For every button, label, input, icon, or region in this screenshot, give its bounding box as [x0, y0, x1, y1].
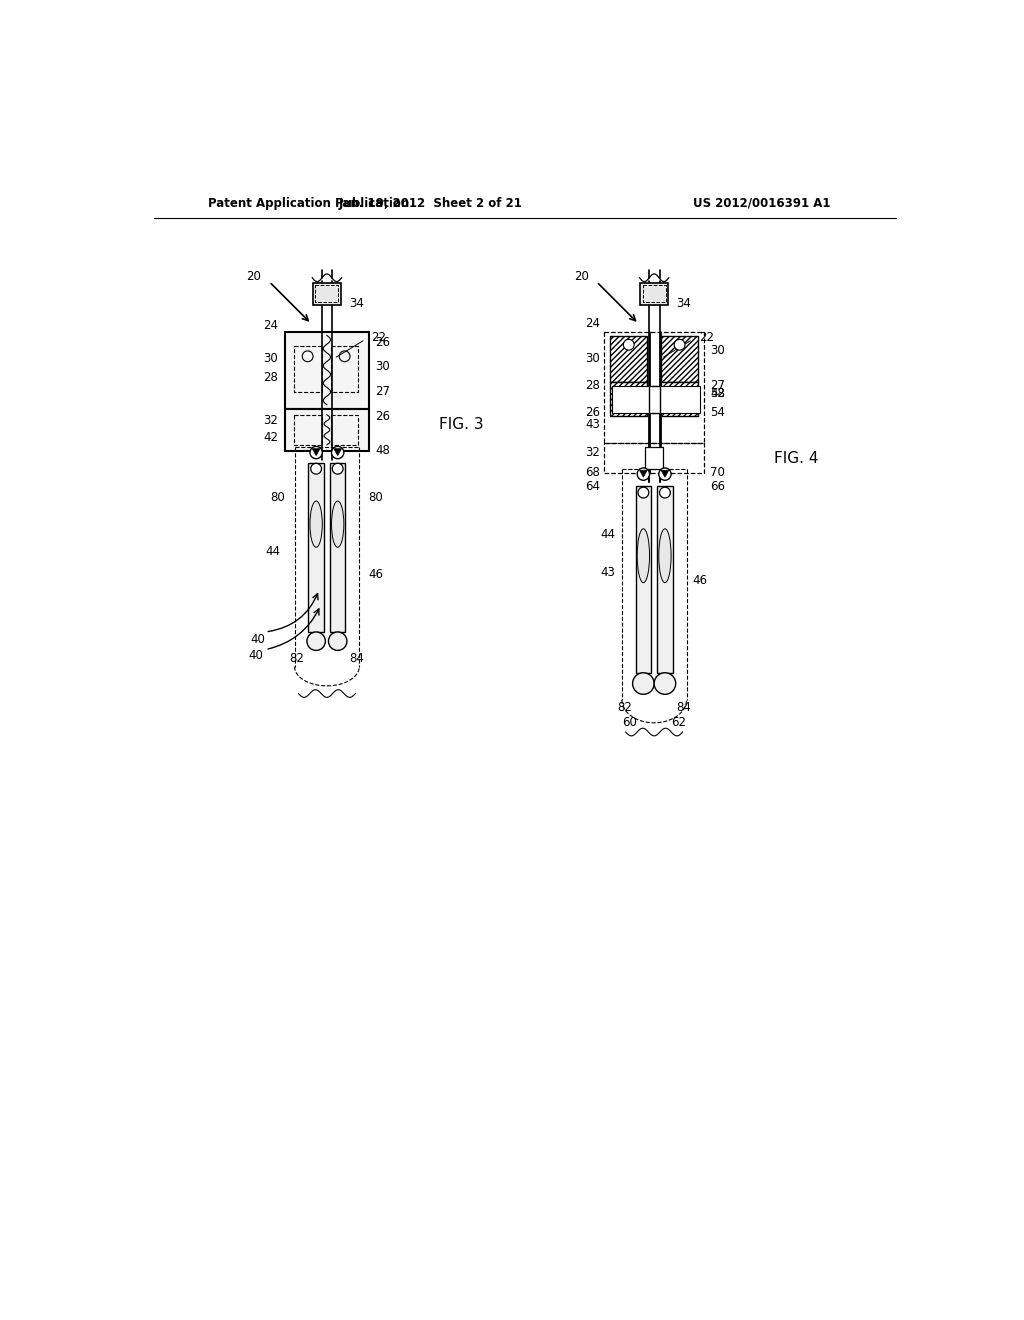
Text: 30: 30	[711, 345, 725, 358]
Polygon shape	[662, 470, 669, 478]
Text: FIG. 4: FIG. 4	[773, 451, 818, 466]
Ellipse shape	[332, 502, 344, 548]
Bar	[662, 381, 698, 416]
Ellipse shape	[310, 502, 323, 548]
Text: 84: 84	[349, 652, 365, 665]
Bar	[330, 462, 345, 632]
Ellipse shape	[332, 446, 344, 459]
Bar	[313, 284, 341, 305]
Ellipse shape	[659, 487, 671, 498]
Text: 34: 34	[349, 297, 364, 310]
Text: 32: 32	[263, 413, 279, 426]
Ellipse shape	[658, 469, 671, 480]
Text: 28: 28	[586, 379, 600, 392]
Text: 26: 26	[376, 409, 390, 422]
Text: 46: 46	[369, 568, 384, 581]
Text: 40: 40	[249, 648, 263, 661]
Text: 24: 24	[263, 319, 279, 333]
Bar	[285, 331, 370, 409]
Bar	[308, 462, 324, 632]
Text: 28: 28	[263, 371, 279, 384]
Text: 44: 44	[265, 545, 281, 557]
Text: 26: 26	[376, 335, 390, 348]
Bar	[294, 346, 322, 392]
Bar	[315, 285, 339, 302]
Text: 27: 27	[376, 385, 390, 399]
Text: 62: 62	[671, 717, 686, 730]
Ellipse shape	[637, 529, 649, 582]
Ellipse shape	[310, 463, 322, 474]
Ellipse shape	[637, 469, 649, 480]
Polygon shape	[640, 470, 647, 478]
Text: 42: 42	[263, 432, 279, 445]
Text: 32: 32	[586, 446, 600, 459]
Text: 26: 26	[586, 407, 600, 418]
Text: 84: 84	[677, 701, 691, 714]
Text: 43: 43	[586, 417, 600, 430]
Bar	[657, 487, 673, 673]
Bar	[610, 335, 647, 381]
Ellipse shape	[654, 673, 676, 694]
Text: 68: 68	[586, 466, 600, 479]
Text: 80: 80	[369, 491, 383, 504]
Bar	[643, 285, 666, 302]
Bar	[285, 409, 370, 451]
Text: FIG. 3: FIG. 3	[438, 417, 483, 432]
Bar	[331, 346, 358, 392]
Text: 20: 20	[573, 269, 589, 282]
Text: Patent Application Publication: Patent Application Publication	[208, 197, 409, 210]
Text: 22: 22	[372, 330, 387, 343]
Text: 54: 54	[711, 407, 725, 418]
Text: 34: 34	[676, 297, 691, 310]
Bar	[294, 414, 322, 445]
Text: 80: 80	[270, 491, 286, 504]
Bar	[649, 385, 659, 413]
Bar	[611, 385, 699, 413]
Text: 30: 30	[263, 352, 279, 366]
Text: 60: 60	[623, 717, 637, 730]
Bar	[645, 447, 664, 469]
Ellipse shape	[638, 487, 649, 498]
Text: 48: 48	[376, 445, 390, 458]
Polygon shape	[334, 449, 342, 455]
Bar	[604, 331, 705, 444]
Ellipse shape	[333, 463, 343, 474]
Text: 43: 43	[601, 566, 615, 579]
Text: 52: 52	[711, 387, 725, 400]
Text: 20: 20	[247, 269, 261, 282]
Text: US 2012/0016391 A1: US 2012/0016391 A1	[693, 197, 830, 210]
Text: 24: 24	[586, 317, 600, 330]
Text: 22: 22	[698, 330, 714, 343]
Bar	[640, 284, 668, 305]
Ellipse shape	[310, 446, 323, 459]
Text: 30: 30	[586, 352, 600, 366]
Text: 44: 44	[601, 528, 615, 541]
Bar	[604, 444, 705, 473]
Bar	[662, 335, 698, 381]
Text: 48: 48	[711, 387, 725, 400]
Text: 27: 27	[711, 379, 725, 392]
Ellipse shape	[674, 339, 685, 350]
Bar	[331, 414, 358, 445]
Ellipse shape	[624, 339, 634, 350]
Ellipse shape	[329, 632, 347, 651]
Text: 82: 82	[616, 701, 632, 714]
Text: 64: 64	[586, 480, 600, 492]
Text: 46: 46	[692, 574, 708, 587]
Bar	[610, 381, 647, 416]
Text: 82: 82	[290, 652, 304, 665]
Text: 40: 40	[250, 634, 265, 647]
Bar	[636, 487, 651, 673]
Text: 70: 70	[711, 466, 725, 479]
Text: Jan. 19, 2012  Sheet 2 of 21: Jan. 19, 2012 Sheet 2 of 21	[339, 197, 523, 210]
Ellipse shape	[658, 529, 671, 582]
Ellipse shape	[633, 673, 654, 694]
Text: 66: 66	[711, 480, 725, 492]
Polygon shape	[312, 449, 319, 455]
Ellipse shape	[307, 632, 326, 651]
Text: 30: 30	[376, 360, 390, 372]
